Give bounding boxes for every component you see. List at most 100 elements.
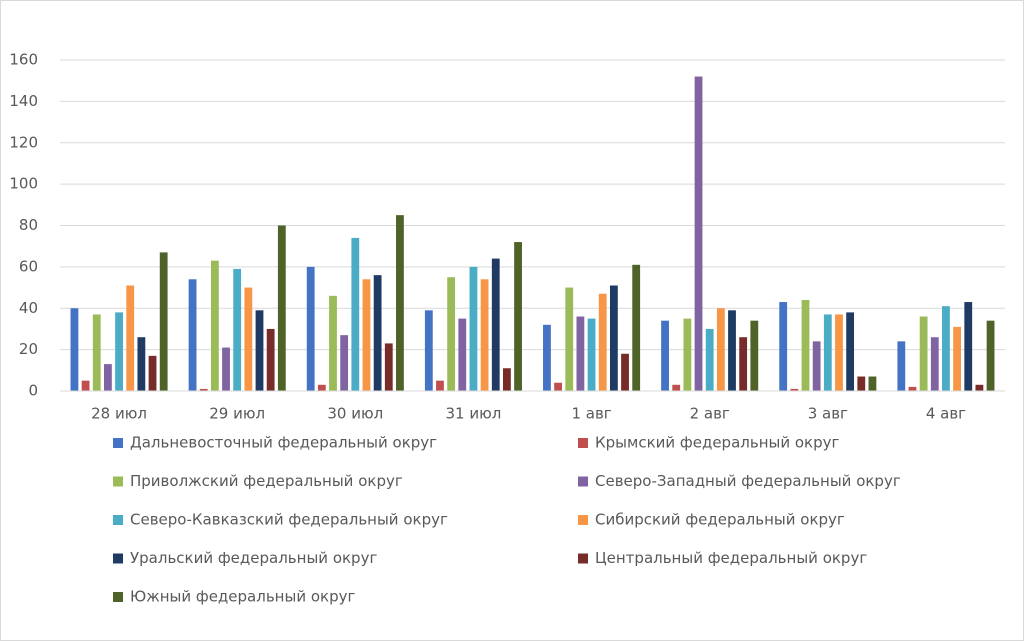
bar <box>609 285 618 391</box>
bar <box>199 388 208 391</box>
legend-swatch <box>113 476 123 487</box>
bar <box>986 320 995 391</box>
x-tick-label: 29 июл <box>209 405 265 423</box>
legend-label: Северо-Западный федеральный округ <box>595 472 901 490</box>
y-tick-label: 20 <box>19 340 38 358</box>
bar <box>104 364 112 391</box>
bar <box>362 279 371 391</box>
bar <box>812 341 821 391</box>
bar <box>661 320 669 391</box>
bar <box>255 310 264 391</box>
legend-label: Южный федеральный округ <box>130 588 355 606</box>
bar <box>919 316 928 391</box>
x-tick-label: 3 авг <box>808 405 848 423</box>
y-tick-label: 100 <box>9 175 38 193</box>
bar <box>779 302 788 391</box>
bar <box>598 293 607 391</box>
y-tick-label: 140 <box>9 92 38 110</box>
bar <box>683 318 692 391</box>
bar <box>384 343 393 391</box>
bar <box>210 260 219 391</box>
bar <box>868 376 877 391</box>
bar <box>801 299 810 391</box>
bar <box>469 266 478 391</box>
bar <box>491 258 500 391</box>
bar <box>222 347 230 391</box>
y-tick-label: 40 <box>19 299 38 317</box>
bar <box>115 312 123 391</box>
bar <box>148 355 157 391</box>
bar <box>846 312 855 391</box>
legend-label: Приволжский федеральный округ <box>130 472 403 490</box>
y-tick-label: 120 <box>9 133 38 151</box>
bar <box>126 285 135 391</box>
bar <box>790 388 799 391</box>
legend-swatch <box>578 515 588 525</box>
bar <box>554 382 562 391</box>
bar <box>317 384 326 391</box>
bar <box>233 268 242 391</box>
legend-swatch <box>113 515 123 525</box>
bar <box>975 384 984 391</box>
bar <box>705 328 714 391</box>
bar <box>543 324 551 391</box>
y-tick-label: 160 <box>9 51 38 69</box>
legend-swatch <box>578 553 588 564</box>
bar <box>81 380 90 391</box>
legend-label: Сибирский федеральный округ <box>595 511 845 529</box>
legend-label: Центральный федеральный округ <box>595 549 867 567</box>
bar <box>340 335 349 391</box>
bar <box>694 76 703 392</box>
legend-swatch <box>113 553 123 564</box>
bar <box>329 295 337 391</box>
bar <box>373 275 382 391</box>
x-tick-label: 4 авг <box>926 405 966 423</box>
bar <box>835 314 843 391</box>
bar <box>728 310 736 391</box>
legend-label: Крымский федеральный округ <box>595 434 839 452</box>
bar <box>244 287 253 391</box>
bar <box>188 279 197 391</box>
bar <box>436 380 444 391</box>
bar <box>897 341 906 391</box>
bar <box>857 376 866 391</box>
bar <box>396 215 404 391</box>
bar <box>964 302 973 391</box>
bar <box>739 337 748 391</box>
x-tick-label: 30 июл <box>327 405 383 423</box>
bar <box>70 308 79 391</box>
x-tick-label: 31 июл <box>446 405 502 423</box>
bar <box>137 337 146 391</box>
y-tick-label: 0 <box>28 382 38 400</box>
bar <box>908 386 917 391</box>
bar <box>587 318 596 391</box>
bar <box>424 310 433 391</box>
legend-label: Северо-Кавказский федеральный округ <box>130 511 448 529</box>
bar <box>480 279 489 391</box>
legend-label: Дальневосточный федеральный округ <box>130 434 437 452</box>
x-tick-label: 2 авг <box>690 405 730 423</box>
bar <box>503 368 511 391</box>
bar <box>266 328 275 391</box>
bar <box>621 353 629 391</box>
bar <box>632 264 641 391</box>
legend-swatch <box>578 476 588 487</box>
bar <box>672 384 681 391</box>
legend-swatch <box>113 438 123 448</box>
x-tick-label: 28 июл <box>91 405 147 423</box>
legend-label: Уральский федеральный округ <box>130 549 377 567</box>
bar <box>277 225 286 391</box>
bar <box>823 314 832 391</box>
bar <box>92 314 101 391</box>
legend-swatch <box>113 592 123 602</box>
bar <box>942 306 950 391</box>
legend-swatch <box>578 438 588 448</box>
bar <box>447 277 456 391</box>
y-tick-label: 80 <box>19 216 38 234</box>
y-tick-label: 60 <box>19 257 38 275</box>
bar <box>306 266 315 391</box>
bar <box>351 237 360 391</box>
bar <box>565 287 574 391</box>
